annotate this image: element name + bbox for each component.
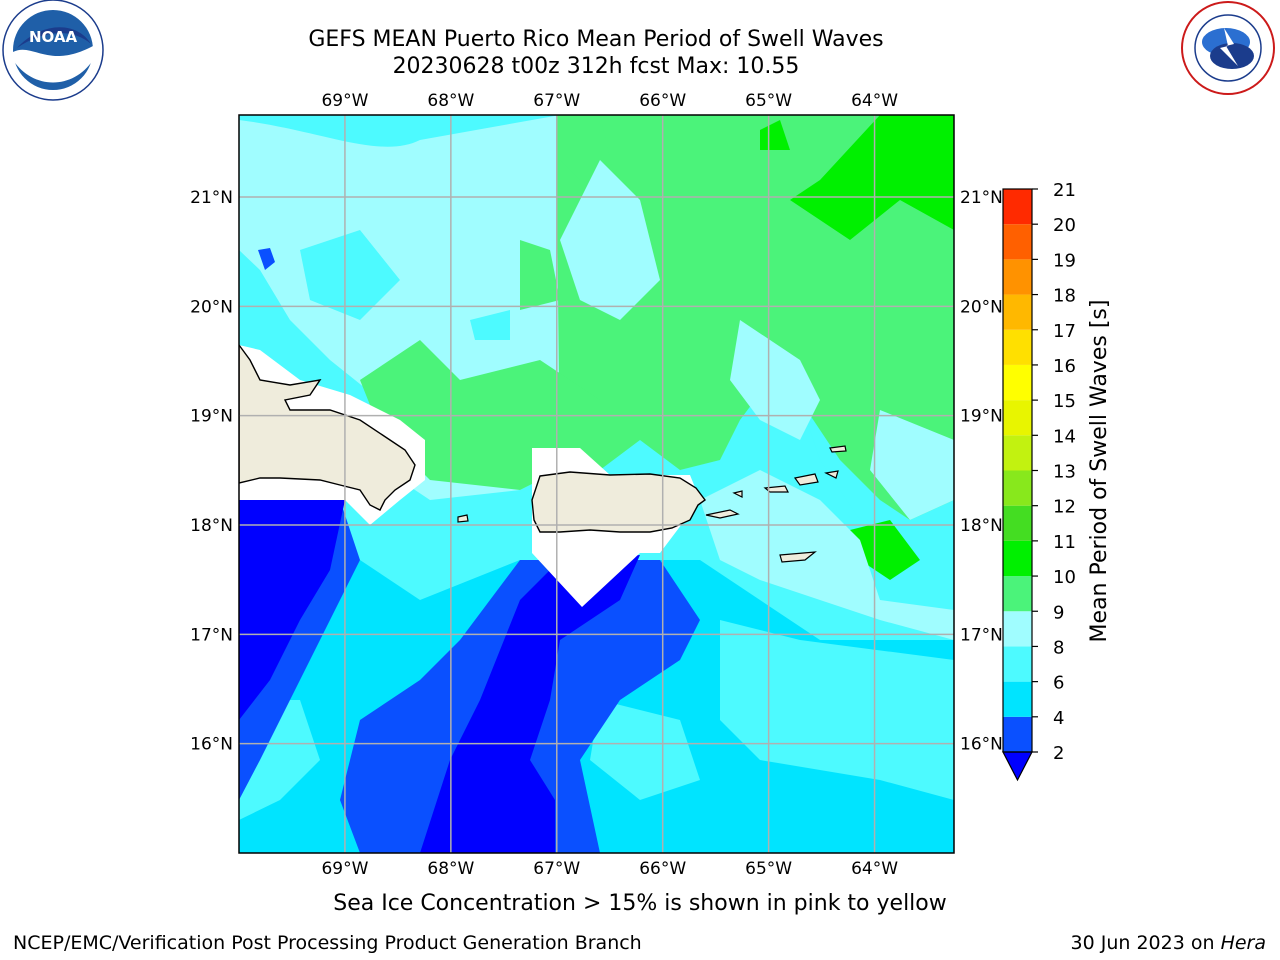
colorbar-label: 17 [1053,321,1076,342]
map-subtitle: 20230628 t00z 312h fcst Max: 10.55 [392,54,800,79]
colorbar-swatch [1003,611,1032,647]
colorbar-label: 2 [1053,743,1064,764]
svg-text:NOAA: NOAA [29,28,78,46]
colorbar-swatch [1003,681,1032,717]
lat-label-right: 16°N [960,735,1003,755]
graticule [239,115,954,853]
colorbar-label: 21 [1053,180,1076,201]
lon-label-top: 65°W [745,91,792,111]
lon-label-top: 68°W [427,91,474,111]
lon-label-top: 66°W [639,91,686,111]
lat-label-left: 18°N [190,516,233,536]
colorbar-label: 19 [1053,250,1076,271]
colorbar-label: 14 [1053,426,1076,447]
lon-label-top: 69°W [321,91,368,111]
sea-ice-note: Sea Ice Concentration > 15% is shown in … [333,891,947,916]
colorbar-swatch [1003,435,1032,471]
colorbar-label: 12 [1053,497,1076,518]
colorbar-label: 18 [1053,286,1076,307]
lon-label-top: 67°W [533,91,580,111]
colorbar-swatch [1003,364,1032,401]
lon-label-top: 64°W [851,91,898,111]
lat-label-right: 17°N [960,625,1003,645]
colorbar-swatch [1003,189,1032,225]
noaa-logo: NOAA [2,0,104,101]
colorbar-swatch [1003,576,1032,612]
lon-label-bottom: 64°W [851,859,898,879]
puerto-rico-land [531,471,706,533]
colorbar-label: 6 [1053,673,1064,694]
colorbar-title: Mean Period of Swell Waves [s] [1087,300,1112,643]
colorbar-label: 13 [1053,462,1076,483]
hispaniola-land [239,343,416,511]
lat-label-left: 20°N [190,297,233,317]
lon-label-bottom: 69°W [321,859,368,879]
swell-period-field [239,115,954,853]
lat-label-right: 19°N [960,407,1003,427]
lat-label-left: 21°N [190,188,233,208]
colorbar-under-arrow [1002,751,1033,782]
colorbar-swatch [1003,470,1032,506]
date-stamp: 30 Jun 2023 on Hera [1070,932,1267,954]
map-title: GEFS MEAN Puerto Rico Mean Period of Swe… [308,27,884,52]
lat-label-right: 21°N [960,188,1003,208]
lon-label-bottom: 66°W [639,859,686,879]
lat-label-left: 17°N [190,625,233,645]
colorbar-swatch [1003,505,1032,541]
nws-logo [1181,1,1275,95]
lon-label-bottom: 65°W [745,859,792,879]
colorbar-label: 11 [1053,532,1076,553]
lon-label-bottom: 68°W [427,859,474,879]
lat-label-right: 18°N [960,516,1003,536]
colorbar-label: 9 [1053,602,1064,623]
colorbar-swatch [1003,646,1032,682]
colorbar-label: 8 [1053,637,1064,658]
colorbar-swatch [1003,259,1032,295]
lat-label-left: 16°N [190,735,233,755]
colorbar-label: 16 [1053,356,1076,377]
credit-text: NCEP/EMC/Verification Post Processing Pr… [13,932,642,954]
colorbar-label: 20 [1053,215,1076,236]
colorbar-label: 10 [1053,567,1076,588]
colorbar-label: 4 [1053,708,1064,729]
colorbar-swatch [1003,716,1032,752]
lat-label-left: 19°N [190,407,233,427]
colorbar-swatch [1003,224,1032,260]
map-frame [238,114,955,854]
host-name: Hera [1220,932,1266,954]
colorbar-swatch [1003,329,1032,365]
colorbar-swatch [1003,294,1032,330]
colorbar-swatch [1003,400,1032,436]
colorbar-swatch [1003,540,1032,577]
colorbar: 2 4 6 8 9 10 11 12 13 14 15 16 17 18 19 20 21 [1002,180,1076,782]
lon-label-bottom: 67°W [533,859,580,879]
colorbar-label: 15 [1053,391,1076,412]
lat-label-right: 20°N [960,297,1003,317]
